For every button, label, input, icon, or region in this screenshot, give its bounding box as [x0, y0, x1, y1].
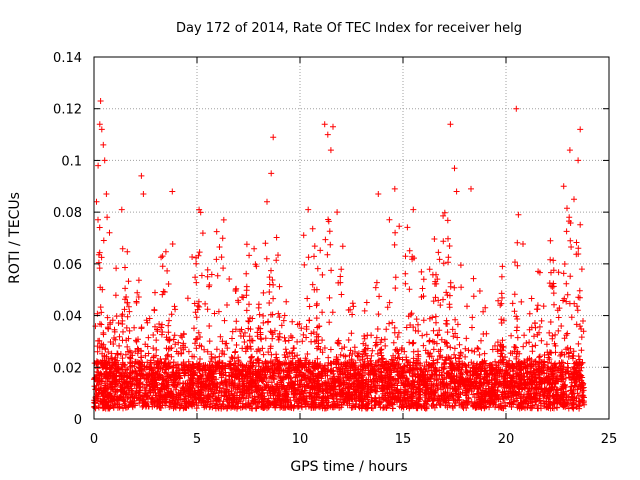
data-point [361, 333, 368, 339]
data-point [436, 327, 443, 334]
data-point [229, 355, 236, 362]
data-point [532, 342, 539, 349]
data-point [526, 326, 533, 333]
data-point [282, 346, 289, 353]
data-point [454, 321, 461, 328]
data-point [555, 314, 562, 321]
data-point [444, 329, 451, 336]
data-point [369, 347, 376, 354]
data-point [443, 289, 450, 296]
data-point [430, 346, 437, 353]
data-point [561, 335, 568, 342]
data-point [168, 345, 175, 351]
data-point [512, 259, 518, 266]
data-point [563, 228, 570, 235]
data-point [122, 351, 129, 358]
data-point [475, 346, 482, 352]
data-point [394, 368, 401, 375]
data-point [533, 306, 540, 313]
data-point [193, 314, 200, 321]
data-point [578, 326, 585, 332]
data-point [280, 317, 287, 324]
data-point [98, 309, 105, 316]
data-point [434, 359, 441, 366]
data-point [275, 336, 282, 343]
data-point [299, 338, 306, 345]
data-point [246, 301, 252, 308]
data-point [156, 321, 163, 327]
data-point [419, 285, 426, 292]
data-point [268, 267, 274, 274]
data-point [447, 344, 454, 351]
data-point [391, 241, 398, 248]
data-point [124, 343, 131, 350]
data-point [193, 345, 200, 352]
data-points [91, 98, 588, 412]
data-point [126, 327, 133, 334]
data-point [361, 335, 368, 342]
data-point [456, 341, 463, 348]
data-point [115, 320, 122, 326]
data-point [294, 338, 301, 345]
data-point [520, 343, 527, 350]
